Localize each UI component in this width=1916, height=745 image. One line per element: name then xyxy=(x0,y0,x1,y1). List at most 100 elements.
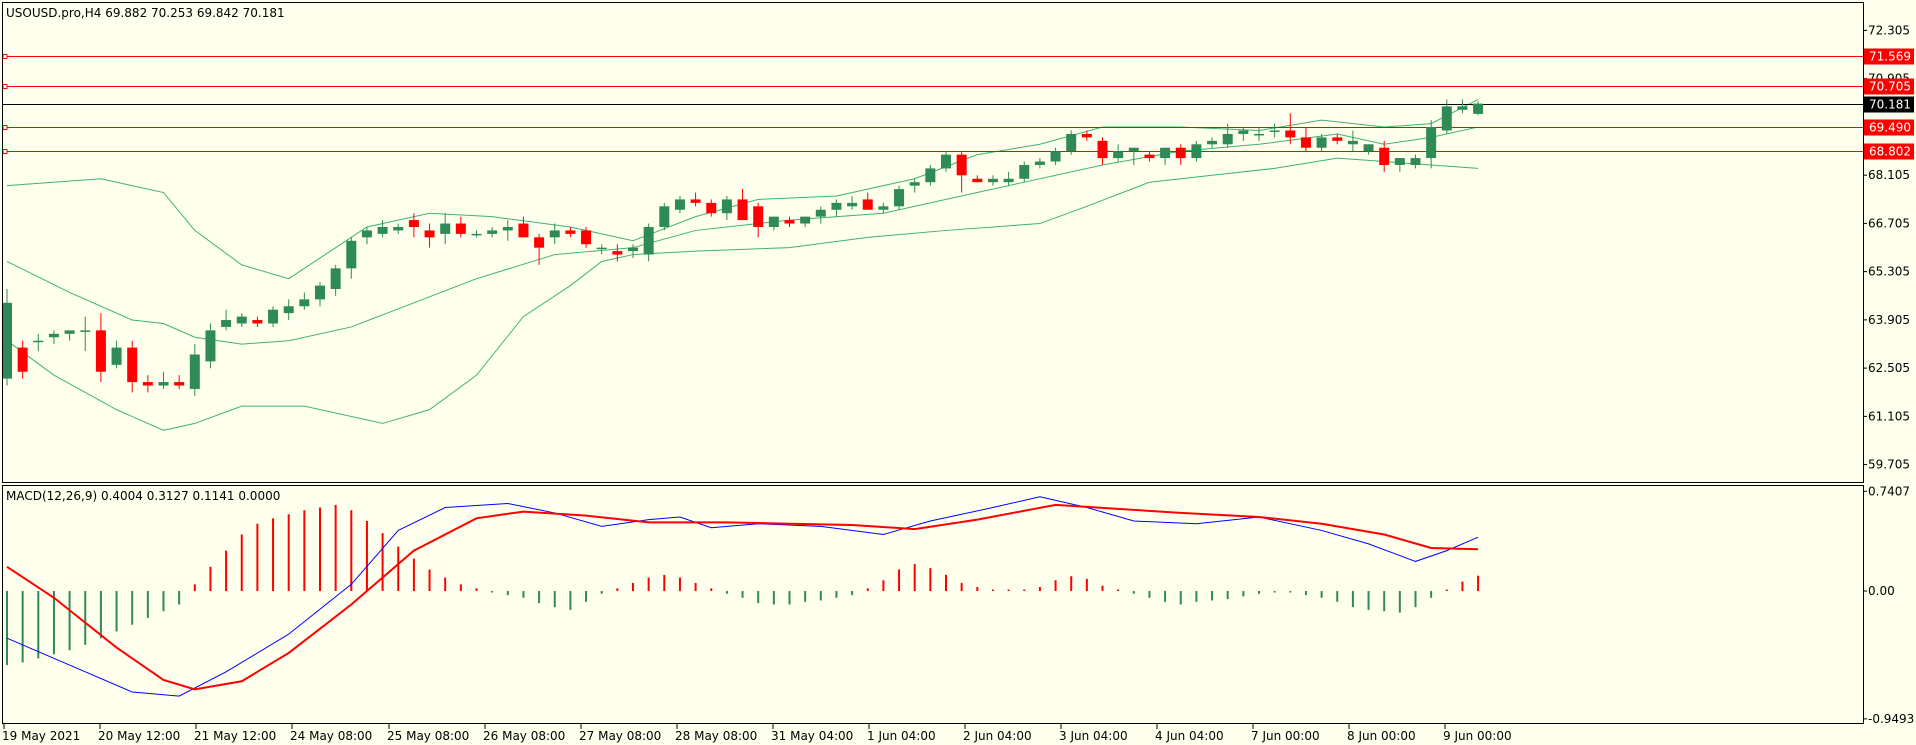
candle-body-81 xyxy=(1269,130,1280,133)
candle-body-9 xyxy=(142,382,153,386)
time-tick-label-2: 21 May 12:00 xyxy=(194,729,276,743)
price-level-handle-3 xyxy=(2,149,8,154)
macd-pane[interactable]: 0.7407 0.00 -0.9493 xyxy=(6,484,1914,726)
price-pane[interactable]: 72.30570.90568.10566.70565.30563.90562.5… xyxy=(2,23,1914,472)
candle-body-91 xyxy=(1426,127,1437,159)
macd-line xyxy=(6,496,1479,697)
time-tick-label-3: 24 May 08:00 xyxy=(290,729,372,743)
macd-info: MACD(12,26,9) 0.4004 0.3127 0.1141 0.000… xyxy=(6,489,280,503)
candle-body-39 xyxy=(612,251,623,255)
candle-body-19 xyxy=(299,299,310,307)
candle-body-25 xyxy=(393,226,404,231)
candle-body-0 xyxy=(2,302,12,379)
candle-body-93 xyxy=(1457,106,1468,110)
candle-body-3 xyxy=(48,333,59,338)
macd-signal-line xyxy=(6,503,1479,691)
candle-body-20 xyxy=(315,285,325,300)
candle-body-71 xyxy=(1113,151,1124,159)
candle-body-83 xyxy=(1300,137,1311,148)
macd-tick-label-2: -0.9493 xyxy=(1868,712,1914,726)
price-level-handle-0 xyxy=(2,54,8,59)
time-tick-label-7: 28 May 08:00 xyxy=(675,729,757,743)
candle-body-36 xyxy=(565,230,576,234)
candle-body-52 xyxy=(815,209,826,217)
candle-body-13 xyxy=(205,330,216,362)
candle-body-2 xyxy=(33,340,44,343)
candle-body-89 xyxy=(1394,158,1405,165)
candle-body-42 xyxy=(659,206,670,227)
candle-body-94 xyxy=(1473,103,1484,114)
current-price-label: 70.181 xyxy=(1869,98,1911,112)
candle-body-32 xyxy=(502,226,513,231)
price-tick-label-4: 65.305 xyxy=(1868,265,1910,279)
price-level-label-0: 71.569 xyxy=(1869,50,1911,64)
bollinger-middle-line xyxy=(6,126,1479,345)
candle-body-80 xyxy=(1254,133,1264,136)
candle-body-51 xyxy=(800,216,811,224)
candle-body-70 xyxy=(1097,140,1108,159)
candle-body-54 xyxy=(847,202,858,207)
candle-body-30 xyxy=(471,233,482,236)
candle-body-23 xyxy=(361,230,372,238)
candle-body-72 xyxy=(1128,147,1139,152)
candle-body-77 xyxy=(1207,140,1218,145)
candle-body-48 xyxy=(753,206,764,227)
candle-body-64 xyxy=(1003,178,1014,183)
time-tick-label-8: 31 May 04:00 xyxy=(771,729,853,743)
candle-body-27 xyxy=(424,230,435,238)
candle-body-46 xyxy=(721,199,732,214)
candle-body-47 xyxy=(737,199,748,221)
candle-body-90 xyxy=(1410,158,1421,165)
price-tick-label-3: 66.705 xyxy=(1868,216,1910,230)
candle-body-56 xyxy=(878,206,889,210)
candle-body-34 xyxy=(534,237,545,248)
candle-body-50 xyxy=(784,220,795,224)
price-level-label-2: 69.490 xyxy=(1869,121,1911,135)
time-tick-label-1: 20 May 12:00 xyxy=(98,729,180,743)
candle-body-63 xyxy=(987,178,998,183)
price-level-label-1: 70.705 xyxy=(1869,80,1911,94)
price-tick-label-2: 68.105 xyxy=(1868,168,1910,182)
price-tick-label-5: 63.905 xyxy=(1868,313,1910,327)
candle-body-49 xyxy=(768,216,779,227)
candle-body-12 xyxy=(189,354,200,389)
candle-body-41 xyxy=(643,226,654,255)
candle-body-44 xyxy=(690,199,701,203)
candle-body-82 xyxy=(1285,130,1296,138)
time-tick-label-11: 3 Jun 04:00 xyxy=(1059,729,1128,743)
macd-frame xyxy=(2,485,1864,724)
candle-body-87 xyxy=(1363,144,1374,152)
candle-body-14 xyxy=(221,320,232,327)
candle-body-43 xyxy=(674,199,685,210)
macd-tick-label-1: 0.00 xyxy=(1868,584,1895,598)
time-tick-label-14: 8 Jun 00:00 xyxy=(1347,729,1416,743)
candle-body-66 xyxy=(1034,161,1045,165)
candle-body-73 xyxy=(1144,154,1155,159)
price-level-label-3: 68.802 xyxy=(1869,145,1911,159)
candle-body-53 xyxy=(831,202,842,210)
price-level-box-2 xyxy=(1864,119,1914,136)
symbol-info: USOUSD.pro,H4 69.882 70.253 69.842 70.18… xyxy=(6,6,285,20)
candle-body-4 xyxy=(64,330,75,334)
price-level-box-3 xyxy=(1864,143,1914,160)
candle-body-24 xyxy=(377,226,388,234)
price-level-handle-1 xyxy=(2,84,8,89)
candle-body-26 xyxy=(408,220,419,227)
candle-body-68 xyxy=(1066,133,1077,152)
price-level-box-1 xyxy=(1864,78,1914,95)
candle-body-40 xyxy=(628,247,638,252)
candle-body-10 xyxy=(158,382,169,386)
candle-body-79 xyxy=(1238,130,1249,134)
candle-body-59 xyxy=(925,168,936,183)
candle-body-88 xyxy=(1379,147,1390,165)
price-frame xyxy=(2,2,1864,483)
candle-body-31 xyxy=(487,230,498,234)
candle-body-8 xyxy=(127,347,138,383)
candle-body-85 xyxy=(1332,137,1343,141)
candle-body-84 xyxy=(1316,137,1327,148)
candle-body-29 xyxy=(455,223,466,234)
candle-body-65 xyxy=(1019,164,1030,179)
candle-body-5 xyxy=(80,330,91,332)
price-level-handle-2 xyxy=(2,125,8,130)
